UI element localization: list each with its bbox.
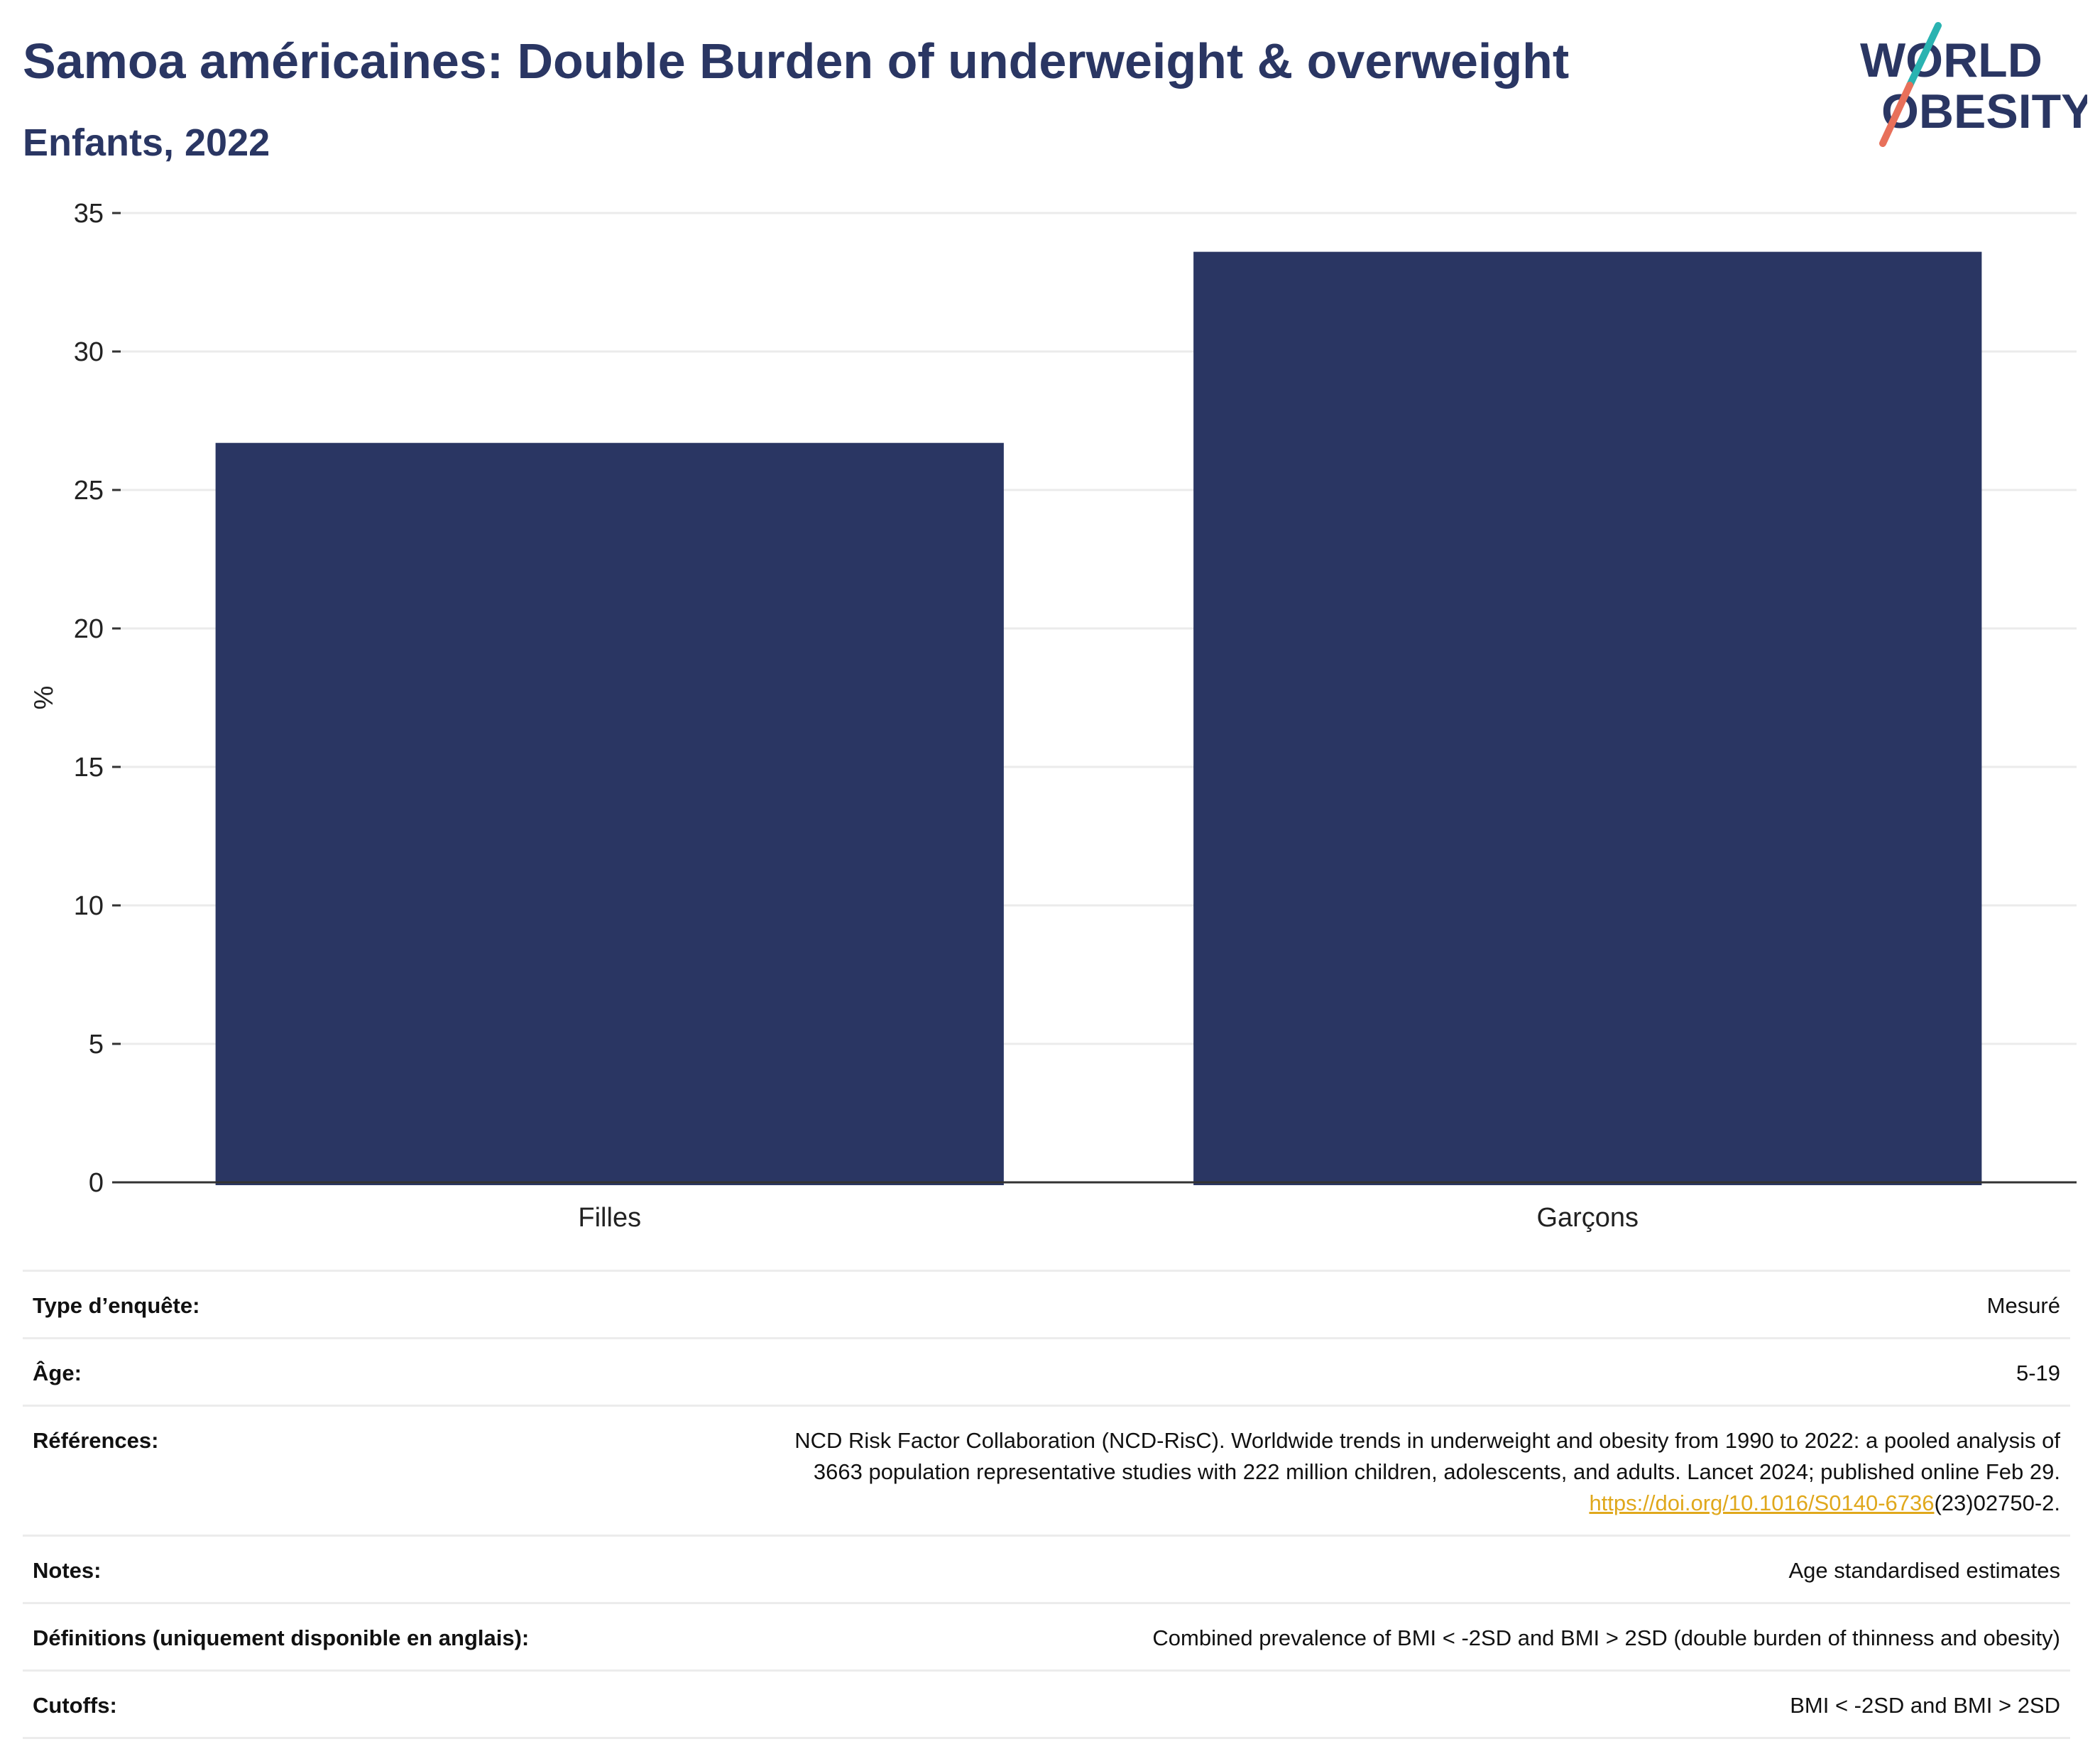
y-tick-label: 35 [74, 199, 104, 229]
y-tick-label: 0 [89, 1168, 104, 1198]
logo-line1: WORLD [1860, 33, 2042, 87]
bar-chart: 0 5 10 15 20 25 30 35 Filles Garçons% [29, 199, 2077, 1233]
bar-1 [215, 442, 1004, 1186]
y-tick-label: 15 [74, 753, 104, 783]
x-tick-label: Filles [578, 1203, 641, 1233]
x-tick-label: Garçons [1536, 1203, 1639, 1233]
world-obesity-logo: WORLD OBESITY [1860, 22, 2087, 147]
info-label: Définitions (uniquement disponible en an… [33, 1625, 530, 1650]
y-tick-label: 5 [89, 1030, 104, 1059]
chart-title: Samoa américaines: Double Burden of unde… [23, 33, 1570, 89]
info-label: Références: [33, 1428, 159, 1453]
info-value: 5-19 [2016, 1361, 2060, 1385]
logo-slash-bottom [1879, 82, 1913, 147]
bar-2 [1193, 251, 1982, 1186]
y-axis-label: % [29, 686, 59, 710]
info-value: Mesuré [1986, 1293, 2060, 1318]
y-tick-label: 10 [74, 891, 104, 921]
reference-line-1: NCD Risk Factor Collaboration (NCD-RisC)… [794, 1428, 2060, 1453]
y-tick-label: 25 [74, 476, 104, 506]
info-label: Notes: [33, 1558, 102, 1583]
logo-slash-top [1906, 22, 1942, 89]
doi-link[interactable]: https://doi.org/10.1016/S0140-6736 [1589, 1491, 1935, 1515]
info-row-references: Références: NCD Risk Factor Collaboratio… [23, 1405, 2070, 1535]
info-label: Cutoffs: [33, 1693, 117, 1718]
doi-suffix: (23)02750-2. [1934, 1491, 2060, 1515]
info-label: Type d’enquête: [33, 1293, 200, 1318]
info-value: Age standardised estimates [1788, 1558, 2060, 1583]
info-label: Âge: [33, 1361, 82, 1385]
info-value-references: NCD Risk Factor Collaboration (NCD-RisC)… [530, 1425, 2060, 1519]
reference-line-3: https://doi.org/10.1016/S0140-6736(23)02… [530, 1488, 2060, 1519]
info-row-notes: Notes: Age standardised estimates [23, 1535, 2070, 1602]
info-value: Combined prevalence of BMI < -2SD and BM… [1152, 1625, 2060, 1650]
reference-line-2: 3663 population representative studies w… [813, 1459, 2060, 1484]
axes: 0 5 10 15 20 25 30 35 Filles Garçons% [29, 199, 2077, 1233]
info-row-survey-type: Type d’enquête: Mesuré [23, 1270, 2070, 1337]
y-tick-label: 30 [74, 337, 104, 367]
logo-line2: OBESITY [1881, 85, 2087, 138]
info-row-definitions: Définitions (uniquement disponible en an… [23, 1602, 2070, 1669]
info-row-age: Âge: 5-19 [23, 1337, 2070, 1405]
chart-subtitle: Enfants, 2022 [23, 121, 270, 164]
info-row-cutoffs: Cutoffs: BMI < -2SD and BMI > 2SD [23, 1669, 2070, 1739]
bars [215, 251, 1982, 1186]
info-value: BMI < -2SD and BMI > 2SD [1790, 1693, 2060, 1718]
info-table: Type d’enquête: Mesuré Âge: 5-19 Référen… [23, 1270, 2070, 1739]
y-tick-label: 20 [74, 614, 104, 644]
